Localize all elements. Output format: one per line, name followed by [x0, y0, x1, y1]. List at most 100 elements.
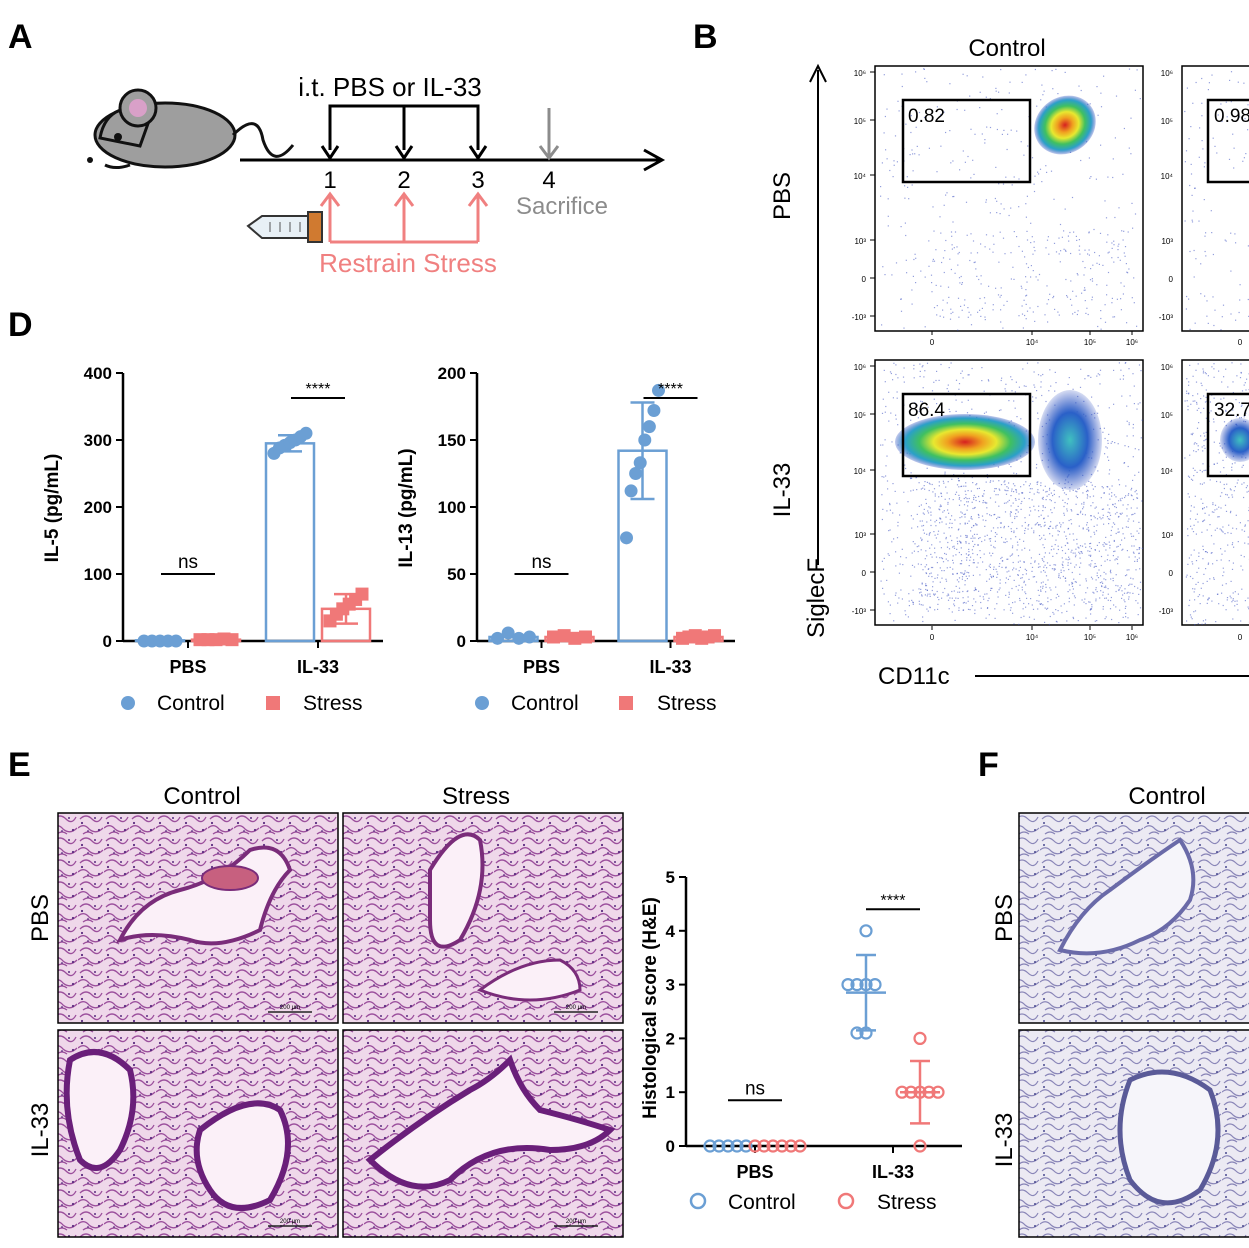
flow-event-dot	[1103, 571, 1105, 573]
flow-event-dot	[972, 552, 974, 555]
flow-event-dot	[1105, 573, 1107, 575]
flow-event-dot	[999, 296, 1001, 298]
flow-event-dot	[984, 535, 986, 537]
flow-col-control: Control	[968, 35, 1045, 62]
flow-event-dot	[940, 285, 942, 287]
flow-event-dot	[1087, 375, 1089, 377]
flow-event-dot	[960, 511, 962, 513]
flow-event-dot	[1128, 424, 1130, 426]
flow-event-dot	[1013, 278, 1015, 280]
flow-event-dot	[1049, 525, 1052, 527]
flow-event-dot	[961, 572, 963, 574]
flow-event-dot	[959, 541, 961, 543]
flow-event-dot	[1065, 580, 1067, 582]
flow-event-dot	[1055, 251, 1058, 253]
y-tick-label: 150	[438, 431, 466, 450]
flow-event-dot	[974, 609, 976, 611]
flow-event-dot	[976, 488, 979, 490]
flow-event-dot	[1080, 368, 1082, 370]
flow-event-dot	[970, 530, 972, 532]
flow-event-dot	[904, 222, 906, 224]
flow-event-dot	[1132, 513, 1134, 515]
flow-event-dot	[882, 266, 884, 268]
flow-event-dot	[1139, 402, 1141, 404]
flow-event-dot	[936, 314, 938, 316]
panel-label-a: A	[8, 18, 33, 56]
flow-event-dot	[1205, 396, 1207, 398]
flow-event-dot	[1088, 530, 1090, 532]
bar	[264, 442, 316, 643]
flow-event-dot	[1002, 560, 1004, 562]
flow-event-dot	[942, 511, 944, 513]
flow-event-dot	[967, 316, 969, 318]
flow-event-dot	[1023, 602, 1025, 605]
flow-event-dot	[958, 251, 960, 254]
flow-event-dot	[1186, 400, 1188, 402]
flow-event-dot	[1113, 403, 1115, 405]
flow-event-dot	[1010, 505, 1012, 507]
flow-event-dot	[958, 528, 960, 530]
flow-event-dot	[1131, 514, 1133, 516]
flow-event-dot	[1200, 293, 1202, 295]
flow-event-dot	[913, 550, 915, 552]
flow-event-dot	[1106, 447, 1108, 449]
flow-event-dot	[1031, 157, 1034, 159]
flow-event-dot	[943, 570, 945, 572]
flow-event-dot	[1231, 466, 1233, 468]
flow-event-dot	[959, 282, 961, 284]
flow-event-dot	[1202, 463, 1204, 465]
flow-event-dot	[1222, 531, 1224, 533]
flow-event-dot	[1100, 590, 1102, 592]
flow-event-dot	[1008, 482, 1010, 484]
flow-event-dot	[1076, 313, 1078, 316]
flow-event-dot	[1118, 207, 1120, 209]
flow-event-dot	[889, 504, 891, 506]
legend-stress-e: Stress	[877, 1191, 937, 1214]
flow-event-dot	[1126, 271, 1128, 273]
flow-event-dot	[976, 483, 978, 485]
flow-event-dot	[1099, 374, 1101, 376]
flow-event-dot	[1187, 563, 1189, 565]
flow-event-dot	[1057, 610, 1059, 612]
flow-event-dot	[945, 194, 947, 196]
flow-event-dot	[957, 477, 959, 480]
flow-event-dot	[985, 201, 987, 203]
flow-event-dot	[996, 591, 999, 593]
flow-event-dot	[995, 90, 997, 92]
flow-event-dot	[1195, 560, 1198, 562]
flow-event-dot	[1007, 487, 1009, 489]
legend-stress-d2: Stress	[657, 692, 717, 715]
flow-event-dot	[945, 536, 947, 539]
flow-event-dot	[1025, 584, 1027, 586]
flow-event-dot	[1058, 253, 1060, 255]
flow-event-dot	[1100, 497, 1102, 499]
flow-event-dot	[1084, 267, 1086, 269]
flow-event-dot	[1189, 518, 1191, 520]
flow-event-dot	[1196, 427, 1199, 429]
flow-event-dot	[1094, 565, 1096, 567]
y-tick-label: 100	[438, 498, 466, 517]
flow-event-dot	[1017, 574, 1019, 576]
flow-event-dot	[973, 533, 976, 535]
flow-event-dot	[1102, 608, 1104, 610]
panel-label-e: E	[8, 746, 31, 784]
flow-event-dot	[1192, 210, 1194, 212]
flow-event-dot	[1216, 152, 1218, 154]
flow-event-dot	[981, 133, 983, 135]
data-point	[793, 1139, 807, 1153]
flow-event-dot	[1018, 386, 1020, 388]
flow-event-dot	[1065, 278, 1067, 281]
flow-event-dot	[1225, 410, 1227, 413]
flow-event-dot	[1115, 558, 1117, 560]
flow-event-dot	[948, 367, 950, 369]
flow-event-dot	[968, 497, 970, 500]
flow-event-dot	[1013, 623, 1015, 625]
flow-event-dot	[1053, 198, 1055, 200]
flow-event-dot	[1189, 614, 1192, 616]
flow-event-dot	[1036, 105, 1038, 107]
flow-event-dot	[939, 504, 942, 506]
flow-event-dot	[1126, 435, 1128, 437]
flow-event-dot	[929, 593, 931, 595]
flow-event-dot	[969, 95, 971, 97]
flow-event-dot	[1005, 567, 1007, 569]
